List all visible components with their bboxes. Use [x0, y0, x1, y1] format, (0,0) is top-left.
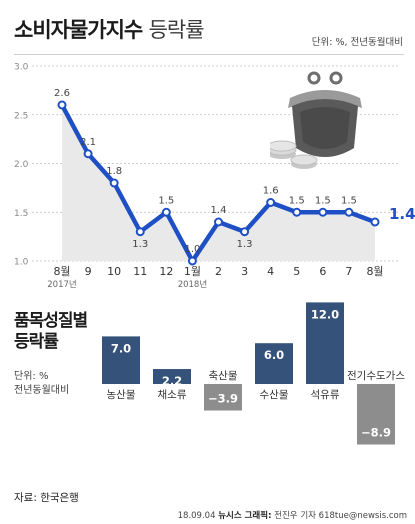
x-tick-label: 8월 — [53, 265, 70, 278]
data-point — [318, 207, 328, 217]
data-point — [292, 207, 302, 217]
line-chart: 3.0 2.5 2.0 1.5 1.0 2.6 2.1 1.8 1.3 1.5 1.0 1.4 1.3 1… — [14, 63, 415, 291]
x-tick-label: 4 — [267, 265, 274, 278]
bar-category-label: 채소류 — [158, 389, 187, 401]
bar — [102, 336, 140, 384]
data-point — [240, 227, 250, 237]
bar-category-label: 축산물 — [209, 370, 238, 382]
data-point — [370, 217, 380, 227]
data-point — [109, 178, 119, 188]
data-point — [83, 149, 93, 159]
x-tick-label: 1월 — [184, 265, 201, 278]
data-point — [161, 207, 171, 217]
y-tick-label: 1.5 — [14, 209, 28, 219]
bar-chart-title: 품목성질별 등락률 — [14, 311, 88, 352]
data-point — [266, 198, 276, 207]
data-label: 1.0 — [184, 244, 200, 255]
data-label: 1.8 — [106, 166, 122, 177]
year-label: 2018년 — [178, 279, 207, 290]
data-point — [135, 227, 145, 237]
data-label: 2.1 — [80, 137, 96, 148]
credit-note: 18.09.04 뉴시스 그래픽: 전진우 기자 618tue@newsis.c… — [177, 511, 407, 521]
coin-purse-icon — [270, 71, 362, 169]
bar — [357, 384, 395, 445]
bar-value-label: 7.0 — [111, 341, 131, 355]
bar — [255, 343, 293, 384]
x-tick-label: 8월 — [366, 265, 383, 278]
data-label: 1.5 — [315, 195, 331, 206]
page-title: 소비자물가지수 등락률 — [14, 18, 205, 42]
x-tick-label: 3 — [241, 265, 248, 278]
data-point — [187, 256, 197, 266]
bar-value-label: −8.9 — [361, 426, 391, 440]
bar-category-label: 농산물 — [107, 389, 136, 401]
data-label: 2.6 — [54, 88, 70, 99]
bar — [153, 369, 191, 384]
bar-value-label: 12.0 — [311, 307, 339, 321]
x-tick-label: 6 — [319, 265, 326, 278]
x-tick-label: 10 — [107, 265, 121, 278]
data-label: 1.4 — [211, 205, 227, 216]
source-note: 자료: 한국은행 — [14, 492, 79, 504]
bar-value-label: 6.0 — [264, 348, 284, 362]
x-tick-label: 7 — [345, 265, 352, 278]
x-tick-label: 5 — [293, 265, 300, 278]
x-tick-label: 11 — [133, 265, 147, 278]
bar-value-label: −3.9 — [208, 392, 238, 406]
y-tick-label: 2.0 — [14, 160, 29, 170]
data-label: 1.5 — [341, 195, 357, 206]
data-label: 1.5 — [289, 195, 305, 206]
data-point — [214, 217, 223, 227]
last-value-label: 1.4% — [389, 205, 415, 223]
x-tick-label: 12 — [159, 265, 173, 278]
header: 소비자물가지수 등락률 단위: %, 전년동월대비 — [0, 0, 415, 52]
data-point — [57, 100, 67, 110]
y-tick-label: 2.5 — [14, 111, 28, 121]
y-tick-label: 3.0 — [14, 63, 29, 73]
y-tick-label: 1.0 — [14, 258, 29, 268]
bar-category-label: 전기수도가스 — [347, 370, 405, 382]
data-label: 1.3 — [237, 239, 253, 250]
bar-category-label: 석유류 — [311, 389, 340, 401]
year-label: 2017년 — [47, 279, 76, 290]
data-point — [344, 207, 354, 217]
unit-label: 단위: %, 전년동월대비 — [311, 37, 403, 48]
line-area — [62, 105, 375, 261]
x-tick-label: 2 — [215, 265, 222, 278]
data-label: 1.6 — [263, 186, 279, 197]
data-label: 1.5 — [158, 195, 174, 206]
x-tick-label: 9 — [85, 265, 92, 278]
bar — [204, 384, 242, 411]
data-label: 1.3 — [132, 239, 148, 250]
bar-unit-label: 단위: % 전년동월대비 — [14, 371, 70, 396]
bar — [306, 302, 344, 384]
divider — [14, 54, 404, 55]
bar-category-label: 수산물 — [260, 389, 289, 401]
bar-value-label: 2.2 — [162, 374, 182, 388]
